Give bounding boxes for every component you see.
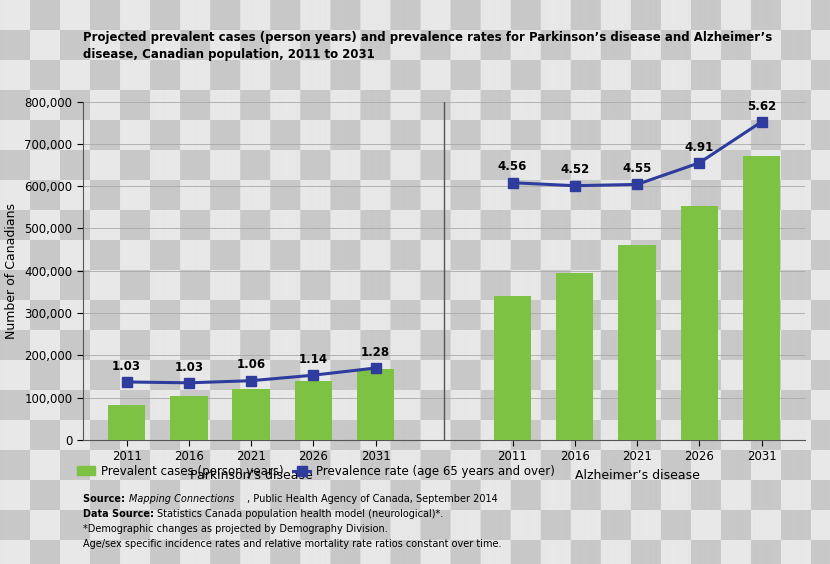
Text: 1.06: 1.06 <box>237 358 266 372</box>
Text: 1.03: 1.03 <box>174 360 203 373</box>
Y-axis label: Number of Canadians: Number of Canadians <box>4 202 17 339</box>
Text: Projected prevalent cases (person years) and prevalence rates for Parkinson’s di: Projected prevalent cases (person years)… <box>83 31 772 44</box>
Text: 1.28: 1.28 <box>361 346 390 359</box>
Text: , Public Health Agency of Canada, September 2014: , Public Health Agency of Canada, Septem… <box>247 494 497 504</box>
Bar <box>295 381 332 440</box>
Text: 4.55: 4.55 <box>622 162 652 175</box>
Text: Alzheimer’s disease: Alzheimer’s disease <box>574 469 700 482</box>
Text: 4.56: 4.56 <box>498 160 527 174</box>
Text: Age/sex specific incidence rates and relative mortality rate ratios constant ove: Age/sex specific incidence rates and rel… <box>83 539 501 549</box>
Text: 1.03: 1.03 <box>112 360 141 373</box>
Text: Statistics Canada population health model (neurological)*.: Statistics Canada population health mode… <box>157 509 443 519</box>
Text: Mapping Connections: Mapping Connections <box>129 494 234 504</box>
Text: 4.52: 4.52 <box>560 164 589 177</box>
Bar <box>170 396 208 440</box>
Bar <box>556 273 593 440</box>
Legend: Prevalent cases (person years), Prevalence rate (age 65 years and over): Prevalent cases (person years), Prevalen… <box>72 460 560 482</box>
Text: Data Source:: Data Source: <box>83 509 158 519</box>
Text: Source:: Source: <box>83 494 129 504</box>
Text: Parkinson’s disease: Parkinson’s disease <box>190 469 312 482</box>
Bar <box>743 156 780 440</box>
Text: disease, Canadian population, 2011 to 2031: disease, Canadian population, 2011 to 20… <box>83 48 375 61</box>
Bar <box>108 405 145 440</box>
Text: 1.14: 1.14 <box>299 353 328 366</box>
Bar <box>494 296 531 440</box>
Text: 4.91: 4.91 <box>685 140 714 153</box>
Text: 5.62: 5.62 <box>747 99 776 113</box>
Bar <box>618 245 656 440</box>
Bar <box>357 369 394 440</box>
Bar <box>681 206 718 440</box>
Bar <box>232 389 270 440</box>
Text: *Demographic changes as projected by Demography Division.: *Demographic changes as projected by Dem… <box>83 524 388 534</box>
